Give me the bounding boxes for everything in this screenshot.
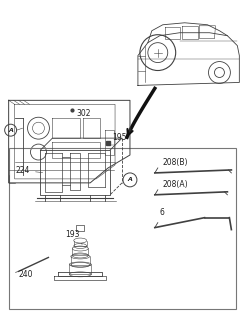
Text: 193: 193 bbox=[65, 229, 82, 244]
Text: A: A bbox=[127, 177, 132, 182]
Text: 302: 302 bbox=[76, 109, 91, 118]
Text: 208(B): 208(B) bbox=[163, 158, 188, 167]
Text: 224: 224 bbox=[16, 166, 43, 175]
Text: 208(A): 208(A) bbox=[163, 180, 188, 189]
Text: A: A bbox=[8, 128, 13, 133]
Text: 195: 195 bbox=[112, 133, 127, 142]
Text: 240: 240 bbox=[19, 270, 33, 279]
Text: 6: 6 bbox=[160, 208, 165, 217]
